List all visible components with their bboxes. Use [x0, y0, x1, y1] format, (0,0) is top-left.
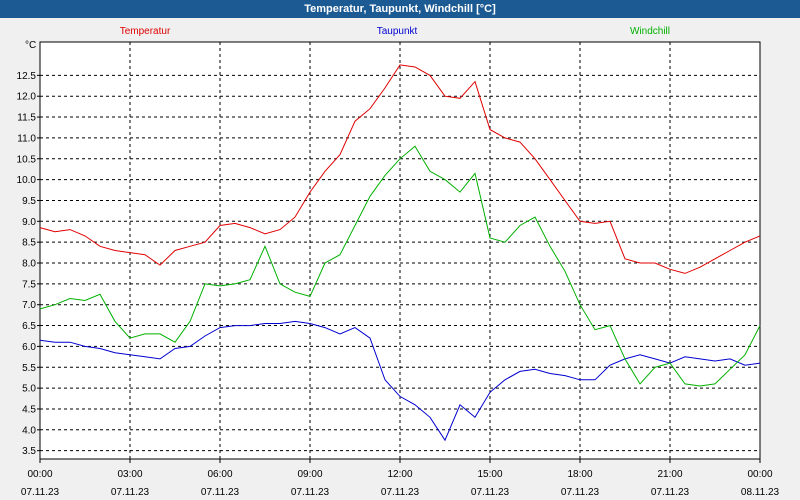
- x-tick-time-label: 21:00: [657, 469, 682, 480]
- y-tick-label: 6.5: [22, 321, 36, 332]
- y-tick-label: 11.5: [17, 113, 36, 124]
- x-tick-time-label: 00:00: [747, 469, 772, 480]
- x-tick-date-label: 07.11.23: [21, 487, 60, 498]
- series-line-taupunkt: [39, 320, 761, 442]
- y-tick-label: 11.0: [17, 133, 36, 144]
- y-tick-label: 5.5: [22, 363, 36, 374]
- x-tick-time-label: 03:00: [117, 469, 142, 480]
- series-line-windchill: [39, 145, 761, 387]
- y-tick-label: 9.0: [22, 217, 36, 228]
- x-tick-date-label: 07.11.23: [471, 487, 510, 498]
- grid: [40, 42, 760, 459]
- y-tick-label: 10.5: [17, 154, 37, 165]
- x-tick-date-label: 07.11.23: [111, 487, 150, 498]
- legend-item-windchill: Windchill: [630, 26, 670, 37]
- y-tick-label: 8.0: [22, 259, 36, 270]
- y-tick-label: 7.0: [22, 300, 36, 311]
- plot-area: [39, 41, 761, 460]
- x-tick-time-label: 00:00: [27, 469, 52, 480]
- y-tick-label: 4.5: [22, 404, 36, 415]
- x-tick-time-label: 18:00: [567, 469, 592, 480]
- x-tick-time-label: 06:00: [207, 469, 232, 480]
- x-tick-date-label: 07.11.23: [381, 487, 420, 498]
- y-tick-label: 7.5: [22, 279, 36, 290]
- x-tick-date-label: 07.11.23: [651, 487, 690, 498]
- y-tick-label: 4.0: [22, 425, 36, 436]
- x-tick-time-label: 15:00: [477, 469, 502, 480]
- y-tick-label: 12.0: [17, 92, 37, 103]
- y-tick-label: 10.0: [17, 175, 37, 186]
- y-tick-label: 5.0: [22, 384, 36, 395]
- x-axis-ticks: 00:00 07.11.23 03:00 07.11.23 06:00 07.11.23 0…: [21, 459, 780, 498]
- y-axis-ticks: 3.5 4.0 4.5 5.0 5.5 6.0 6.5 7.0 7.5 8.0 8.5 9.0 9.5 1…: [17, 71, 40, 457]
- x-tick-time-label: 09:00: [297, 469, 322, 480]
- legend-item-taupunkt: Taupunkt: [377, 26, 418, 37]
- series-line-temperatur: [39, 64, 761, 274]
- x-tick-date-label: 07.11.23: [561, 487, 600, 498]
- legend-item-temperatur: Temperatur: [120, 26, 171, 37]
- line-chart: 3.5 4.0 4.5 5.0 5.5 6.0 6.5 7.0 7.5 8.0 8.5 9.0 9.5 1…: [17, 26, 780, 498]
- y-tick-label: 6.0: [22, 342, 36, 353]
- series-lines: [39, 64, 761, 442]
- x-tick-date-label: 07.11.23: [201, 487, 240, 498]
- y-tick-label: 9.5: [22, 196, 36, 207]
- x-tick-date-label: 07.11.23: [291, 487, 330, 498]
- chart-title: Temperatur, Taupunkt, Windchill [°C]: [0, 0, 800, 18]
- legend: Temperatur Taupunkt Windchill: [120, 26, 670, 37]
- y-tick-label: 8.5: [22, 238, 36, 249]
- x-tick-date-label: 08.11.23: [741, 487, 780, 498]
- x-tick-time-label: 12:00: [387, 469, 412, 480]
- y-axis-unit: °C: [25, 40, 36, 51]
- y-tick-label: 3.5: [22, 446, 36, 457]
- y-tick-label: 12.5: [17, 71, 37, 82]
